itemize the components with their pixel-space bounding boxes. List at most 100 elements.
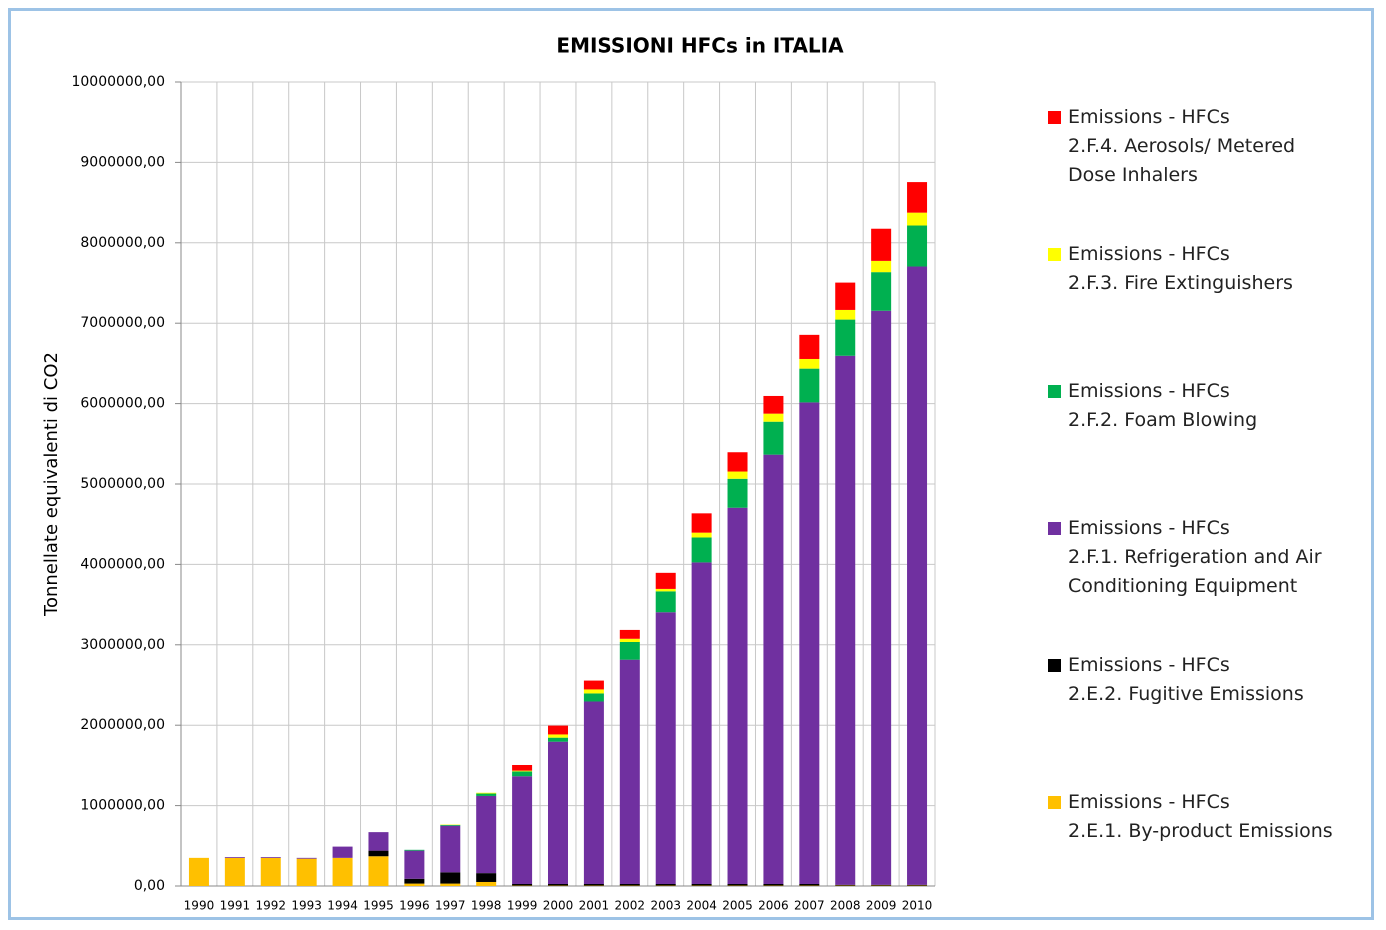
bar-segment — [691, 513, 712, 533]
x-tick-label: 1996 — [399, 899, 430, 913]
x-tick-label: 1990 — [184, 899, 215, 913]
bar-segment — [727, 452, 748, 472]
y-tick-label: 7000000,00 — [80, 315, 165, 331]
x-tick-label: 2006 — [758, 899, 789, 913]
y-tick-label: 5000000,00 — [80, 476, 165, 492]
legend-swatch — [1048, 248, 1061, 261]
bar-segment — [296, 858, 317, 886]
bar-segment — [332, 846, 353, 858]
bar-segment — [799, 334, 820, 359]
bar-segment — [655, 572, 676, 589]
bar-segment — [476, 792, 497, 794]
bar-segment — [871, 260, 892, 273]
legend-swatch — [1048, 111, 1061, 124]
bar-segment — [835, 282, 856, 310]
bar-segment — [619, 659, 640, 884]
bar-segment — [871, 884, 892, 886]
bar-segment — [512, 771, 533, 777]
y-tick-label: 1000000,00 — [80, 798, 165, 814]
legend-entry: Emissions - HFCs 2.F.4. Aerosols/ Metere… — [1048, 103, 1368, 190]
bar-segment — [476, 873, 497, 882]
bar-segment — [548, 883, 568, 886]
bar-segment — [512, 883, 533, 886]
bar-segment — [440, 872, 461, 884]
bar-segment — [332, 857, 353, 886]
legend-label: Emissions - HFCs 2.F.3. Fire Extinguishe… — [1068, 243, 1293, 294]
frame — [8, 8, 1374, 920]
y-tick-label: 2000000,00 — [80, 717, 165, 733]
y-axis-label: Tonnellate equivalenti di CO2 — [41, 352, 62, 617]
bar-segment — [188, 857, 209, 886]
bar-segment — [655, 883, 676, 886]
bar-segment — [691, 562, 712, 884]
bar-segment — [799, 883, 820, 886]
y-tick-label: 4000000,00 — [80, 556, 165, 572]
x-tick-label: 1992 — [255, 899, 286, 913]
bar-segment — [440, 824, 461, 826]
bar-segment — [583, 693, 604, 702]
bar-segment — [655, 612, 676, 884]
bar-segment — [799, 358, 820, 369]
bar-segment — [655, 588, 676, 592]
x-tick-label: 1998 — [471, 899, 502, 913]
x-tick-label: 2000 — [543, 899, 574, 913]
bar-segment — [799, 368, 820, 403]
bar-segment — [835, 309, 856, 320]
legend-label: Emissions - HFCs 2.F.1. Refrigeration an… — [1068, 517, 1322, 597]
bar-segment — [727, 478, 748, 508]
bar-segment — [835, 884, 856, 886]
legend-label: Emissions - HFCs 2.E.2. Fugitive Emissio… — [1068, 654, 1304, 705]
x-tick-label: 2009 — [866, 899, 897, 913]
bar-segment — [583, 689, 604, 694]
bar-segment — [907, 266, 928, 885]
bar-segment — [476, 793, 497, 796]
x-tick-label: 1994 — [327, 899, 358, 913]
x-tick-label: 2010 — [902, 899, 933, 913]
bar-segment — [835, 355, 856, 885]
x-tick-label: 1995 — [363, 899, 394, 913]
bar-segment — [260, 857, 281, 886]
bar-segment — [296, 857, 317, 859]
legend-label: Emissions - HFCs 2.F.2. Foam Blowing — [1068, 380, 1258, 431]
legend-entry: Emissions - HFCs 2.E.2. Fugitive Emissio… — [1048, 651, 1368, 709]
bar-segment — [583, 680, 604, 690]
x-tick-label: 2003 — [650, 899, 681, 913]
bar-segment — [512, 776, 533, 884]
bar-segment — [404, 878, 425, 884]
bar-segment — [476, 881, 497, 886]
legend-swatch — [1048, 385, 1061, 398]
bar-segment — [763, 413, 784, 422]
legend-label: Emissions - HFCs 2.F.4. Aerosols/ Metere… — [1068, 106, 1296, 186]
y-tick-label: 6000000,00 — [80, 396, 165, 412]
bar-segment — [404, 883, 425, 886]
x-tick-label: 1991 — [220, 899, 251, 913]
bar-segment — [548, 725, 568, 735]
x-tick-label: 1997 — [435, 899, 466, 913]
bar-segment — [512, 764, 533, 771]
bar-segment — [871, 228, 892, 261]
bar-segment — [368, 832, 389, 851]
bar-segment — [907, 884, 928, 886]
legend-entry: Emissions - HFCs 2.E.1. By-product Emiss… — [1048, 788, 1368, 846]
bar-segment — [799, 402, 820, 884]
bar-segment — [548, 737, 568, 742]
legend-label: Emissions - HFCs 2.E.1. By-product Emiss… — [1068, 791, 1333, 842]
x-tick-label: 2004 — [686, 899, 717, 913]
x-tick-label: 1993 — [291, 899, 322, 913]
bar-segment — [224, 857, 245, 886]
bar-segment — [440, 883, 461, 886]
bar-segment — [763, 454, 784, 884]
bar-segment — [727, 507, 748, 884]
bar-segment — [907, 182, 928, 213]
y-tick-label: 8000000,00 — [80, 235, 165, 251]
x-tick-label: 2007 — [794, 899, 825, 913]
bar-segment — [691, 883, 712, 886]
bar-segment — [619, 641, 640, 660]
bar-segment — [619, 638, 640, 642]
bar-segment — [512, 770, 533, 772]
bar-segment — [727, 883, 748, 886]
y-tick-label: 10000000,00 — [71, 74, 165, 90]
x-tick-label: 1999 — [507, 899, 538, 913]
x-tick-label: 2005 — [722, 899, 753, 913]
